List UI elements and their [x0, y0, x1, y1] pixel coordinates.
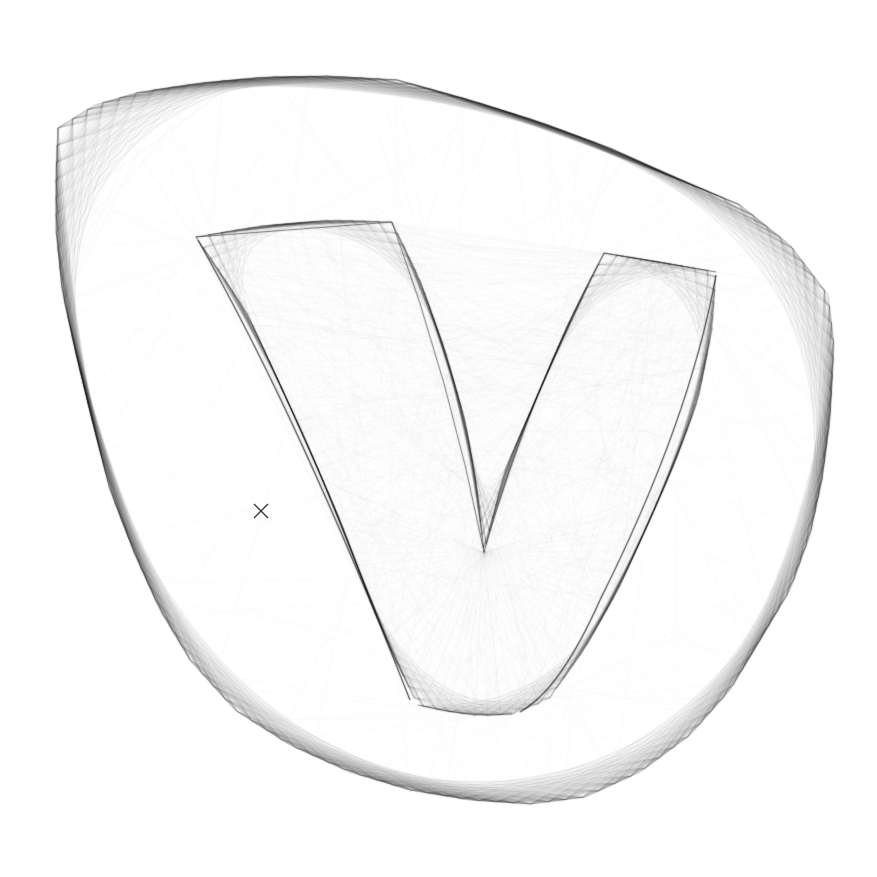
crosshair-x-icon	[253, 503, 269, 519]
